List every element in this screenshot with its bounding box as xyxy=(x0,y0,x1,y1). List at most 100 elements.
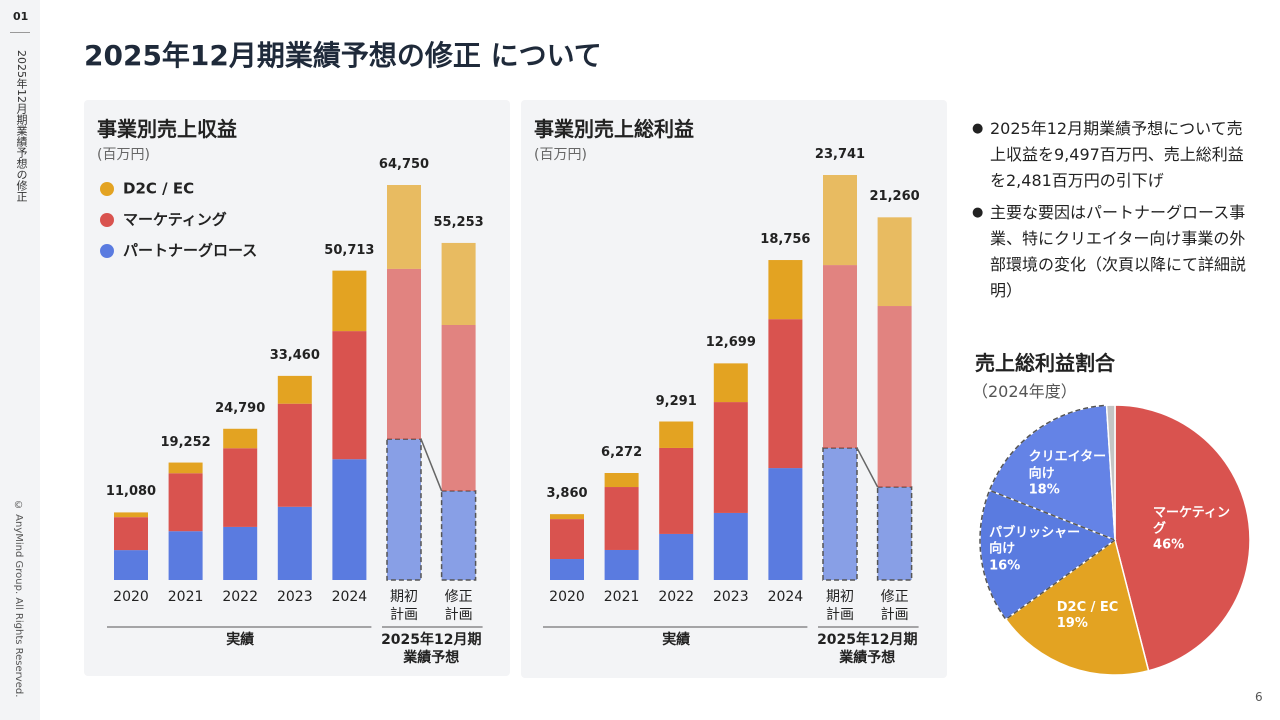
divider xyxy=(10,32,30,33)
x-tick-label: 修正 計画 xyxy=(444,589,473,623)
slice-label: クリエイター 向け 18% xyxy=(1029,450,1106,499)
connector xyxy=(856,447,879,488)
bar-segment xyxy=(768,319,803,469)
bar-segment xyxy=(114,512,148,518)
legend-swatch xyxy=(100,182,114,196)
chart-title: 事業別売上総利益 xyxy=(534,117,694,141)
bar-segment xyxy=(441,242,476,326)
chart-title: 事業別売上収益 xyxy=(97,117,237,141)
bar-segment xyxy=(387,185,421,269)
legend-label: マーケティング xyxy=(123,210,227,229)
x-tick-label: 2020 xyxy=(549,589,585,605)
chart-subtitle: (百万円) xyxy=(97,147,150,163)
total-label: 64,750 xyxy=(378,157,430,172)
bar-segment xyxy=(168,473,203,532)
bar-segment xyxy=(659,533,694,580)
bar-segment xyxy=(277,506,312,580)
bar-segment xyxy=(441,490,476,580)
bar-segment xyxy=(604,473,639,488)
legend-label: パートナーグロース xyxy=(123,241,258,260)
bar-segment xyxy=(114,517,148,551)
legend-swatch xyxy=(100,213,114,227)
bar-segment xyxy=(387,268,421,440)
section-title: 2025年12月期業績予想の修正 xyxy=(15,50,28,202)
bar-segment xyxy=(823,175,857,266)
bar-segment xyxy=(877,306,912,488)
group-label: 実績 xyxy=(226,632,255,648)
total-label: 18,756 xyxy=(760,232,811,248)
pie-slice xyxy=(1105,404,1116,541)
x-tick-label: 2020 xyxy=(113,589,149,605)
pie-slice xyxy=(1004,538,1150,676)
bar-segment xyxy=(604,487,639,550)
x-tick-label: 2021 xyxy=(167,589,204,605)
total-label: 33,460 xyxy=(269,347,320,363)
bar-segment xyxy=(168,462,203,474)
total-label: 11,080 xyxy=(105,484,157,500)
bar-segment xyxy=(441,325,476,491)
bar-segment xyxy=(713,512,748,580)
slice-value: 46% xyxy=(1153,537,1185,553)
slice-label: D2C / EC 19% xyxy=(1057,600,1119,633)
total-label: 24,790 xyxy=(215,400,266,416)
sidebar: 01 2025年12月期業績予想の修正 © AnyMind Group. All… xyxy=(0,0,40,720)
chart-subtitle: （2024年度） xyxy=(972,382,1077,401)
group-label: 2025年12月期 業績予想 xyxy=(381,632,482,666)
x-tick-label: 2023 xyxy=(276,589,313,605)
bar-segment xyxy=(550,519,584,560)
slice-value: 16% xyxy=(989,558,1021,574)
section-number: 01 xyxy=(13,10,29,23)
bar-segment xyxy=(277,375,312,404)
bullet: 2025年12月期業績予想について売上収益を9,497百万円、売上総利益を2,4… xyxy=(972,116,1254,194)
total-label: 12,699 xyxy=(705,335,756,351)
bar-segment xyxy=(277,403,312,507)
total-label: 9,291 xyxy=(655,393,697,409)
x-tick-label: 2024 xyxy=(767,589,804,605)
slice-outline xyxy=(979,489,1117,621)
copyright: © AnyMind Group. All Rights Reserved. xyxy=(13,500,24,698)
x-tick-label: 2022 xyxy=(222,589,259,605)
bullet-list: 2025年12月期業績予想について売上収益を9,497百万円、売上総利益を2,4… xyxy=(972,116,1254,310)
slice-value: 18% xyxy=(1028,482,1060,498)
total-label: 50,713 xyxy=(324,242,375,258)
page-number: 6 xyxy=(1255,690,1263,704)
slice-label: パブリッシャー 向け 16% xyxy=(989,526,1080,575)
bar-segment xyxy=(823,265,857,448)
connector xyxy=(420,438,443,492)
bar-segment xyxy=(332,459,367,580)
bar-segment xyxy=(659,447,694,534)
group-label: 2025年12月期 業績予想 xyxy=(817,632,918,666)
slice-name: D2C / EC xyxy=(1056,599,1119,615)
bar-segment xyxy=(877,217,912,307)
x-tick-label: 2024 xyxy=(331,589,368,605)
bar-segment xyxy=(168,531,203,580)
group-label: 実績 xyxy=(662,632,691,648)
bar-segment xyxy=(332,270,367,332)
bar-segment xyxy=(387,439,421,580)
x-tick-label: 2023 xyxy=(712,589,749,605)
chart-subtitle: (百万円) xyxy=(534,147,587,163)
total-label: 19,252 xyxy=(160,434,211,450)
bar-segment xyxy=(550,559,584,580)
chart-title: 売上総利益割合 xyxy=(975,351,1115,375)
x-tick-label: 期初 計画 xyxy=(826,589,854,623)
slide-title: 2025年12月期業績予想の修正 について xyxy=(84,39,602,72)
legend-swatch xyxy=(100,244,114,258)
total-label: 55,253 xyxy=(433,214,484,230)
bar-segment xyxy=(768,468,803,580)
x-tick-label: 2022 xyxy=(658,589,695,605)
bar-segment xyxy=(604,549,639,580)
bar-segment xyxy=(713,363,748,403)
slice-label: マーケティング 46% xyxy=(1153,505,1238,554)
pie-slice xyxy=(1114,404,1251,672)
total-label: 6,272 xyxy=(601,445,643,460)
slice-outline xyxy=(988,404,1116,542)
total-label: 21,260 xyxy=(869,189,920,205)
bar-segment xyxy=(550,514,584,520)
total-label: 23,741 xyxy=(814,147,866,162)
bar-segment xyxy=(659,421,694,448)
bar-segment xyxy=(332,331,367,460)
bar-segment xyxy=(768,260,803,320)
